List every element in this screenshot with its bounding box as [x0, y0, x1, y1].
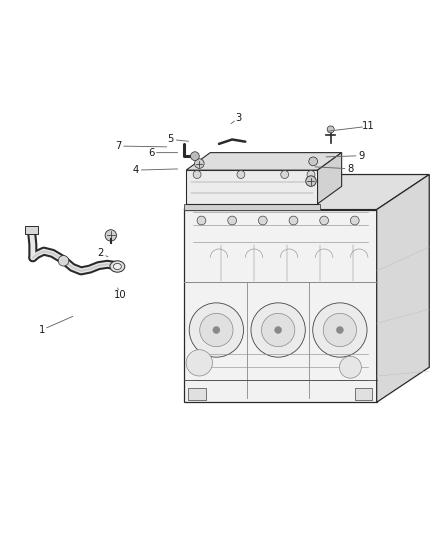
Text: 10: 10 [114, 290, 127, 300]
Circle shape [289, 216, 298, 225]
Circle shape [350, 216, 359, 225]
Circle shape [58, 255, 69, 266]
Text: 5: 5 [168, 134, 174, 144]
Text: 8: 8 [347, 164, 353, 174]
Text: 3: 3 [236, 112, 242, 123]
Polygon shape [184, 209, 377, 402]
Polygon shape [186, 170, 318, 204]
Circle shape [339, 356, 361, 378]
Circle shape [258, 216, 267, 225]
Circle shape [237, 171, 245, 179]
Circle shape [191, 152, 199, 160]
Text: 7: 7 [115, 141, 121, 151]
Circle shape [193, 171, 201, 179]
Circle shape [327, 126, 334, 133]
Polygon shape [184, 174, 429, 209]
Circle shape [307, 171, 315, 179]
Polygon shape [318, 152, 342, 204]
Polygon shape [377, 174, 429, 402]
Polygon shape [186, 152, 342, 170]
Circle shape [189, 303, 244, 357]
Circle shape [228, 216, 237, 225]
Circle shape [281, 171, 289, 179]
Circle shape [261, 313, 295, 346]
Circle shape [320, 216, 328, 225]
Polygon shape [184, 204, 320, 209]
Circle shape [194, 159, 204, 168]
Text: 6: 6 [148, 148, 154, 158]
Circle shape [336, 327, 343, 334]
Circle shape [275, 327, 282, 334]
Ellipse shape [110, 261, 125, 272]
Circle shape [306, 176, 316, 187]
Bar [355, 388, 372, 400]
Ellipse shape [113, 263, 121, 270]
Text: 11: 11 [361, 122, 374, 131]
Text: 2: 2 [98, 248, 104, 259]
Bar [188, 388, 206, 400]
Text: 4: 4 [133, 165, 139, 175]
Circle shape [251, 303, 305, 357]
Text: 1: 1 [39, 325, 45, 335]
Circle shape [200, 313, 233, 346]
Circle shape [213, 327, 220, 334]
Text: 9: 9 [358, 151, 364, 160]
Circle shape [186, 350, 212, 376]
Bar [25, 226, 38, 233]
Circle shape [197, 216, 206, 225]
Circle shape [309, 157, 318, 166]
Circle shape [313, 303, 367, 357]
Circle shape [323, 313, 357, 346]
Circle shape [105, 230, 117, 241]
